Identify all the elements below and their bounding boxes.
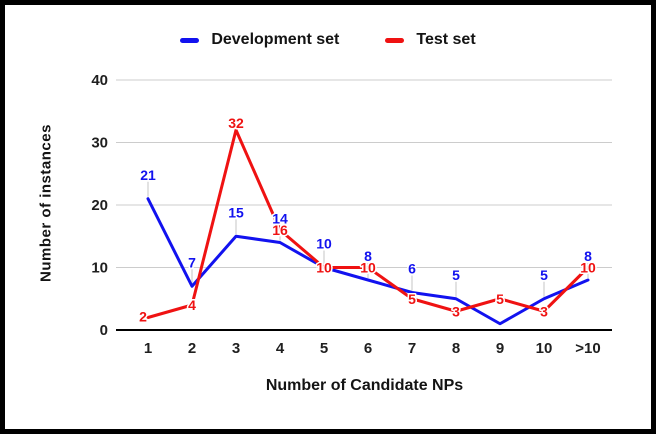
data-label: 10 <box>316 236 332 252</box>
data-label: 10 <box>580 260 596 276</box>
data-label: 14 <box>272 211 288 227</box>
data-label: 15 <box>228 204 244 220</box>
data-label: 6 <box>408 261 416 277</box>
x-tick-label: 8 <box>452 340 460 357</box>
data-label: 7 <box>188 254 196 270</box>
data-label: 2 <box>139 309 147 325</box>
data-label: 5 <box>496 291 504 307</box>
series-line-test-set <box>146 128 590 319</box>
legend-item-development-set: Development set <box>180 31 339 49</box>
data-label: 10 <box>360 260 376 276</box>
x-tick-label: >10 <box>575 340 600 357</box>
x-tick-label: 4 <box>276 340 285 357</box>
legend-label-development-set: Development set <box>211 31 340 48</box>
data-label: 5 <box>452 267 460 283</box>
x-tick-label: 10 <box>536 340 553 357</box>
legend-swatch-development-set <box>180 37 200 43</box>
data-label: 5 <box>540 267 548 283</box>
data-label: 8 <box>364 248 372 264</box>
x-tick-label: 1 <box>144 340 152 357</box>
data-label: 4 <box>188 297 196 313</box>
x-tick-label: 5 <box>320 340 328 357</box>
data-label: 8 <box>584 248 592 264</box>
legend-swatch-test-set <box>385 37 405 43</box>
data-label: 5 <box>408 291 416 307</box>
x-tick-label: 9 <box>496 340 504 357</box>
x-tick-label: 6 <box>364 340 372 357</box>
y-tick-label: 20 <box>91 197 108 214</box>
data-label: 32 <box>228 115 244 131</box>
y-tick-label: 0 <box>100 322 108 339</box>
data-label: 10 <box>316 260 332 276</box>
data-label: 21 <box>140 167 156 183</box>
legend: Development set Test set <box>5 31 651 49</box>
data-label: 3 <box>540 303 548 319</box>
data-label: 3 <box>452 303 460 319</box>
x-tick-label: 3 <box>232 340 240 357</box>
legend-item-test-set: Test set <box>385 31 476 49</box>
x-axis-title: Number of Candidate NPs <box>265 377 464 394</box>
x-tick-label: 2 <box>188 340 196 357</box>
y-tick-label: 40 <box>91 72 108 89</box>
y-tick-label: 30 <box>91 135 108 152</box>
data-label: 16 <box>272 222 288 238</box>
series-line-development-set <box>146 197 590 326</box>
x-tick-label: 7 <box>408 340 416 357</box>
y-tick-label: 10 <box>91 260 108 277</box>
legend-label-test-set: Test set <box>416 31 476 48</box>
